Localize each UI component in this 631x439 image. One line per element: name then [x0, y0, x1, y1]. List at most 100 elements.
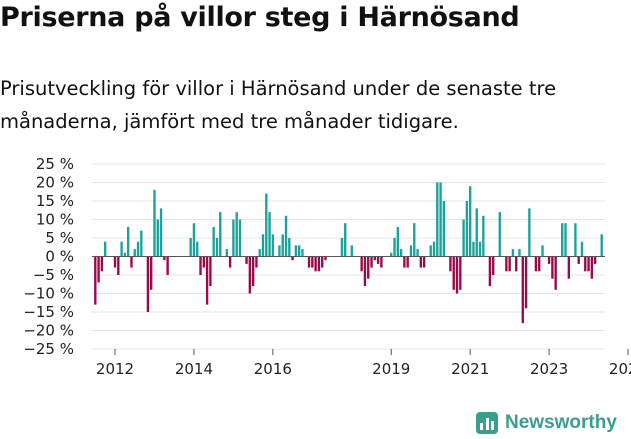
x-tick-label: 2021	[451, 360, 489, 378]
bar	[390, 252, 393, 257]
bar	[288, 238, 291, 257]
bar	[432, 241, 436, 257]
bar	[403, 256, 406, 268]
bar	[103, 241, 107, 257]
bar	[587, 256, 590, 272]
bar	[235, 212, 238, 257]
bar	[199, 256, 202, 275]
bar	[482, 215, 485, 257]
last-value-annotation: 6 %	[621, 0, 631, 4]
bar	[508, 256, 511, 272]
bar	[396, 226, 400, 257]
bar	[367, 256, 370, 279]
bar	[515, 256, 518, 272]
chart-annotations: 6 %	[621, 0, 631, 4]
y-axis: −25 %−20 %−15 %−10 %−5 %0 %5 %10 %15 %20…	[23, 155, 74, 358]
bar	[265, 193, 268, 257]
bar	[159, 208, 163, 257]
y-tick-label: −20 %	[23, 322, 74, 340]
bar	[442, 201, 446, 257]
bar	[498, 212, 501, 257]
bar	[406, 256, 409, 268]
bar	[258, 249, 261, 257]
bar	[291, 256, 294, 261]
bar	[462, 219, 465, 257]
bar	[140, 230, 143, 257]
x-tick-label: 2016	[254, 360, 292, 378]
bar	[261, 234, 265, 257]
newsworthy-logo: Newsworthy	[476, 408, 617, 438]
bar	[455, 256, 459, 294]
bar	[452, 256, 455, 290]
y-tick-label: 5 %	[45, 229, 74, 247]
y-tick-label: −5 %	[33, 266, 74, 284]
bar	[399, 249, 403, 257]
bar-chart-icon	[476, 412, 498, 434]
bar	[465, 201, 469, 257]
bar	[538, 256, 541, 272]
bar	[311, 256, 314, 268]
bar	[472, 241, 475, 257]
x-axis: 2012 2014 2016 2019 2021 2023 2025	[96, 349, 631, 378]
bar	[196, 241, 199, 257]
bar	[133, 249, 136, 257]
bar	[166, 256, 169, 275]
bar	[324, 256, 327, 261]
x-tick-label: 2023	[530, 360, 568, 378]
bar	[314, 256, 317, 272]
bar	[238, 219, 242, 257]
bar	[113, 256, 117, 268]
y-tick-label: −25 %	[23, 340, 74, 358]
bar	[551, 256, 554, 279]
bar	[376, 256, 380, 264]
bar	[422, 256, 426, 268]
bar	[150, 256, 153, 290]
bar	[419, 256, 423, 268]
page-subtitle: Prisutveckling för villor i Härnösand un…	[0, 77, 557, 133]
bar	[189, 238, 192, 257]
logo-text: Newsworthy	[505, 412, 617, 433]
bar	[492, 256, 495, 275]
bar	[212, 226, 215, 257]
bar	[590, 256, 594, 279]
bar	[232, 219, 235, 257]
bar	[321, 256, 324, 268]
bar	[251, 256, 255, 287]
bar	[97, 256, 100, 283]
bar	[373, 256, 376, 261]
bar	[248, 256, 252, 294]
bar	[488, 256, 492, 287]
bar	[146, 256, 150, 312]
bar	[255, 256, 258, 268]
bar	[561, 223, 564, 257]
y-tick-label: −15 %	[23, 303, 74, 321]
chart-grid	[92, 163, 605, 350]
bar	[126, 226, 130, 257]
bar	[340, 238, 344, 257]
bar	[100, 256, 104, 272]
y-tick-label: 10 %	[36, 211, 74, 229]
bar	[205, 256, 209, 305]
bar	[505, 256, 508, 272]
bar	[192, 223, 196, 257]
bar	[524, 256, 528, 309]
bar	[439, 182, 442, 257]
bar	[449, 256, 452, 272]
bar	[123, 252, 127, 257]
bar	[429, 245, 432, 257]
bar	[245, 256, 248, 264]
bar	[475, 208, 478, 257]
bar	[370, 256, 373, 268]
bar	[363, 256, 367, 287]
chart-bars	[94, 182, 603, 324]
bar	[228, 256, 232, 268]
bar	[153, 189, 156, 257]
x-tick-label: 2012	[96, 360, 134, 378]
bar	[459, 256, 462, 290]
bar	[393, 238, 396, 257]
y-tick-label: 15 %	[36, 192, 74, 210]
bar	[416, 249, 419, 257]
bar	[297, 245, 301, 257]
bar	[202, 256, 205, 268]
